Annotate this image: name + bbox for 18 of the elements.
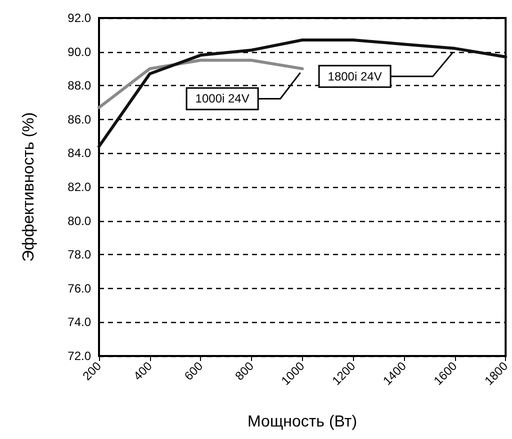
y-tick-label: 78.0 (68, 248, 92, 262)
y-tick-label: 76.0 (68, 281, 92, 296)
x-axis-title: Мощность (Вт) (248, 414, 358, 430)
y-tick-label: 72.0 (68, 349, 92, 363)
y-tick-label: 84.0 (68, 146, 92, 160)
y-axis-title: Эффективность (%) (20, 112, 38, 262)
x-tick-label: 800 (232, 358, 257, 384)
y-tick-label: 90.0 (68, 44, 92, 59)
y-tick-label: 92.0 (68, 11, 92, 25)
y-tick-label: 80.0 (68, 214, 92, 228)
x-tick-label: 400 (130, 358, 156, 384)
y-tick-label: 86.0 (68, 112, 92, 126)
text: 1800i 24V (328, 69, 382, 84)
y-tick-label: 88.0 (68, 78, 92, 93)
text: 1000i 24V (195, 92, 250, 106)
y-tick-label: 74.0 (68, 315, 92, 330)
y-tick-label: 82.0 (68, 180, 92, 194)
x-tick-label: 600 (182, 358, 206, 384)
